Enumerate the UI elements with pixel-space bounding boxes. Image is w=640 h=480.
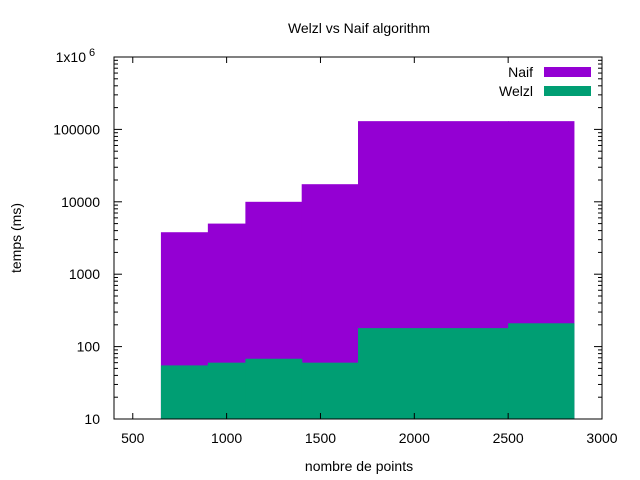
series-layer (160, 121, 575, 420)
bar-welzl (207, 362, 246, 419)
y-tick-label: 10000 (61, 194, 100, 210)
tick-layer: 500 1000 1500 2000 2500 3000 10 100 1000 10000 100… (53, 47, 617, 446)
y-tick-exponent: 6 (89, 47, 95, 59)
legend-label: Welzl (499, 83, 533, 99)
y-tick-label: 1000 (69, 266, 100, 282)
x-tick-label: 500 (121, 430, 145, 446)
y-tick-label: 10 (84, 411, 100, 427)
legend-label: Naif (508, 64, 533, 80)
chart-title: Welzl vs Naif algorithm (288, 20, 430, 36)
y-tick-label: 100 (77, 339, 101, 355)
x-tick-label: 2000 (399, 430, 430, 446)
legend-swatch (544, 86, 591, 96)
x-tick-label: 1500 (305, 430, 336, 446)
bar-welzl (301, 362, 359, 419)
y-tick-label: 1x10 (56, 49, 87, 65)
bar-welzl (358, 328, 509, 419)
x-axis-label: nombre de points (305, 458, 413, 474)
legend-swatch (544, 67, 591, 77)
bar-welzl (508, 323, 575, 419)
bar-welzl (245, 358, 303, 419)
y-tick-label: 100000 (53, 121, 100, 137)
legend-item-naif: Naif (508, 64, 591, 80)
series-welzl (160, 323, 575, 419)
x-tick-label: 1000 (211, 430, 242, 446)
x-tick-label: 3000 (586, 430, 617, 446)
y-axis-label: temps (ms) (8, 203, 24, 273)
legend-item-welzl: Welzl (499, 83, 591, 99)
bar-welzl (160, 365, 209, 419)
legend: Naif Welzl (499, 64, 591, 99)
plot-border (113, 56, 603, 420)
x-tick-label: 2500 (493, 430, 524, 446)
